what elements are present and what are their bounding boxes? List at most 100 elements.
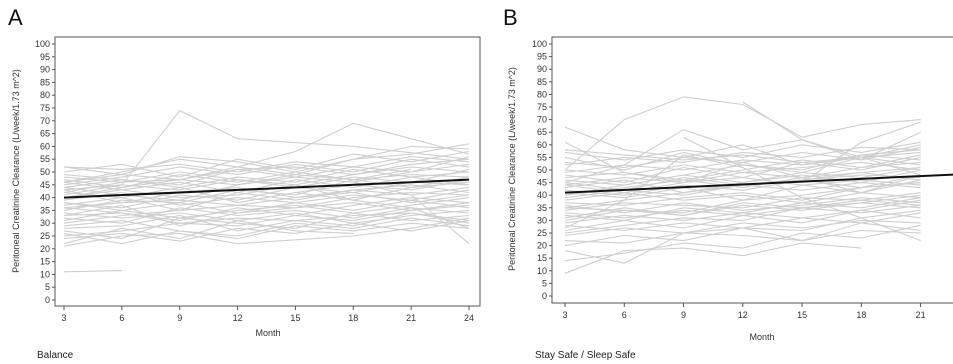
panel-b-x-axis-label: Month — [749, 332, 774, 342]
panel-b-y-tick-label: 100 — [532, 39, 547, 49]
panel-b: B 0 5 10 15 20 25 30 35 40 45 50 55 60 65 70 75 80 85 90 95… — [503, 5, 953, 361]
panel-b-patient-line-41 — [564, 242, 862, 274]
panel-b-y-tick-label: 5 — [542, 278, 547, 288]
panel-a-x-tick-label: 15 — [290, 313, 300, 323]
panel-b-y-tick-label: 90 — [537, 64, 547, 74]
panel-b-patient-line-11 — [564, 174, 921, 196]
panel-a-y-tick-label: 60 — [40, 141, 50, 151]
panel-a: A 0 5 10 15 20 25 30 35 40 45 50 55 60 65 70 75 80 85 90 95… — [8, 5, 481, 361]
panel-a-patient-line-32 — [63, 181, 470, 201]
panel-b-patient-line-46 — [801, 121, 921, 184]
panel-a-y-tick-label: 45 — [40, 180, 50, 190]
panel-a-y-tick-label: 75 — [40, 103, 50, 113]
panel-a-y-tick-label: 0 — [45, 295, 50, 305]
panel-b-patient-line-44 — [742, 101, 921, 176]
panel-a-patient-line-28 — [63, 184, 470, 204]
panel-a-caption: Balance — [37, 350, 74, 361]
panel-a-y-tick-label: 95 — [40, 52, 50, 62]
panel-b-y-tick-label: 60 — [537, 140, 547, 150]
panel-b-x-tick-label: 15 — [797, 310, 807, 320]
panel-b-y-tick-label: 40 — [537, 190, 547, 200]
panel-a-y-tick-label: 80 — [40, 90, 50, 100]
panel-a-y-tick-label: 40 — [40, 193, 50, 203]
panel-b-y-tick-label: 75 — [537, 102, 547, 112]
panel-b-y-tick-label: 70 — [537, 115, 547, 125]
panel-a-trend — [63, 178, 470, 199]
panel-b-y-axis-label: Peritoneal Creatinine Clearance (L/week/… — [507, 67, 517, 271]
panel-a-y-tick-label: 20 — [40, 244, 50, 254]
panel-b-trend-line — [564, 173, 953, 194]
panel-b-y-axis: 0 5 10 15 20 25 30 35 40 45 50 55 60 65 70 75 80 85 90 95 10… — [532, 39, 552, 301]
panel-b-y-tick-label: 85 — [537, 77, 547, 87]
panel-b-letter: B — [503, 5, 518, 30]
panel-b-y-tick-label: 0 — [542, 291, 547, 301]
panel-a-patient-line-24 — [63, 209, 470, 224]
panel-b-x-tick-label: 21 — [916, 310, 926, 320]
panel-b-x-tick-label: 18 — [856, 310, 866, 320]
panel-a-patient-line-31 — [63, 222, 470, 245]
panel-a-patient-line-40 — [63, 158, 470, 183]
panel-a-patient-line-43 — [63, 270, 122, 273]
panel-a-y-tick-label: 15 — [40, 257, 50, 267]
panel-b-y-tick-label: 55 — [537, 152, 547, 162]
panel-a-trend-line — [63, 178, 470, 199]
panel-a-patient-line-27 — [63, 212, 470, 232]
panel-a-y-tick-label: 10 — [40, 269, 50, 279]
panel-a-patient-line-19 — [63, 176, 470, 194]
panel-a-y-axis: 0 5 10 15 20 25 30 35 40 45 50 55 60 65 70 75 80 85 90 95 10… — [35, 39, 55, 305]
panel-a-x-tick-label: 6 — [119, 313, 124, 323]
panel-b-patient-line-9 — [564, 224, 921, 262]
panel-a-x-tick-label: 21 — [406, 313, 416, 323]
panel-b-trend — [564, 173, 953, 194]
panel-a-patient-line-41 — [295, 191, 470, 229]
panel-b-y-tick-label: 45 — [537, 178, 547, 188]
panel-b-x-tick-label: 9 — [681, 310, 686, 320]
panel-a-patient-line-17 — [63, 217, 470, 237]
panel-b-patient-line-42 — [564, 222, 921, 264]
panel-b-patient-line-28 — [564, 202, 921, 219]
panel-b-patient-line-35 — [564, 154, 921, 174]
panel-b-patient-line-43 — [564, 141, 921, 194]
panel-b-patient-line-37 — [564, 199, 921, 224]
panel-a-x-axis: 3 6 9 12 15 18 21 24 — [61, 306, 474, 323]
panel-b-patient-line-27 — [564, 197, 921, 214]
panel-b-y-tick-label: 10 — [537, 266, 547, 276]
panel-a-y-tick-label: 5 — [45, 282, 50, 292]
panel-b-patient-line-40 — [564, 177, 921, 194]
panel-a-y-tick-label: 25 — [40, 231, 50, 241]
panel-a-patient-line-35 — [63, 217, 470, 247]
panel-a-x-tick-label: 12 — [233, 313, 243, 323]
panel-b-y-tick-label: 20 — [537, 241, 547, 251]
panel-a-patient-line-42 — [353, 181, 470, 245]
panel-b-x-tick-label: 3 — [562, 310, 567, 320]
panel-a-letter: A — [8, 5, 23, 30]
panel-b-y-tick-label: 80 — [537, 89, 547, 99]
panel-b-y-tick-label: 95 — [537, 52, 547, 62]
panel-b-patient-line-20 — [564, 229, 921, 244]
panel-a-patient-line-10 — [63, 181, 470, 209]
panel-b-patient-line-33 — [564, 166, 921, 186]
panel-a-y-axis-label: Peritoneal Creatinine Clearance (L/week/… — [11, 69, 21, 273]
panel-b-patient-line-22 — [564, 161, 921, 176]
panel-a-x-tick-label: 9 — [177, 313, 182, 323]
panel-a-patient-line-33 — [63, 191, 470, 209]
panel-a-y-tick-label: 30 — [40, 218, 50, 228]
panel-b-patient-line-24 — [564, 141, 921, 161]
panel-b-y-tick-label: 15 — [537, 253, 547, 263]
panel-b-patient-line-36 — [564, 171, 921, 196]
panel-b-patient-line-32 — [564, 219, 921, 237]
panel-a-y-tick-label: 100 — [35, 39, 50, 49]
panel-a-individual-lines — [63, 109, 470, 273]
panel-b-patient-line-45 — [683, 136, 921, 242]
panel-a-x-tick-label: 24 — [464, 313, 474, 323]
panel-a-x-tick-label: 3 — [61, 313, 66, 323]
panel-b-x-tick-label: 6 — [622, 310, 627, 320]
panel-b-patient-line-34 — [564, 204, 921, 219]
panel-b-y-tick-label: 25 — [537, 228, 547, 238]
panel-a-patient-line-39 — [63, 212, 470, 224]
panel-b-y-tick-label: 35 — [537, 203, 547, 213]
panel-a-x-axis-label: Month — [255, 328, 280, 338]
panel-a-y-tick-label: 35 — [40, 205, 50, 215]
